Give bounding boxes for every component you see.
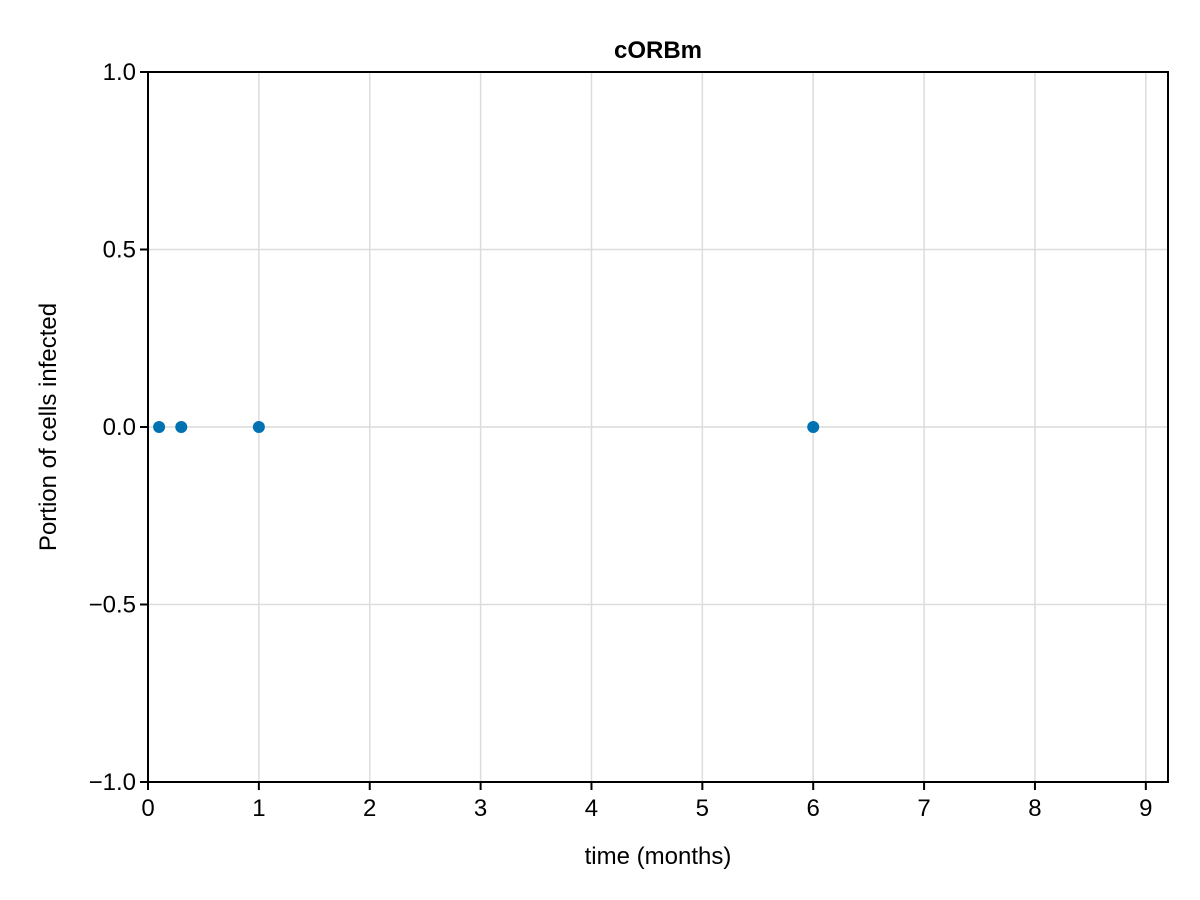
x-axis-label: time (months) [585,843,732,870]
x-tick-label: 1 [252,795,265,822]
x-tick-label: 3 [474,795,487,822]
x-tick-label: 6 [807,795,820,822]
x-tick-label: 0 [141,795,154,822]
y-tick-label: 0.5 [103,237,136,264]
data-point [153,421,166,433]
y-tick-label: −1.0 [89,769,136,796]
y-tick-label: 1.0 [103,59,136,86]
x-tick-label: 9 [1139,795,1152,822]
grid-lines [147,71,1168,783]
data-points [153,421,820,433]
axis-ticks: 0 1 2 3 4 5 6 7 8 9 −1.0 −0.5 0.0 0.5 1.0 [89,59,1153,822]
x-tick-label: 8 [1028,795,1041,822]
data-point [252,421,265,433]
data-point [807,421,820,433]
x-tick-label: 2 [363,795,376,822]
data-point [175,421,188,433]
y-tick-label: 0.0 [103,414,136,441]
x-tick-label: 5 [696,795,709,822]
chart-title: cORBm [614,37,702,64]
x-tick-label: 4 [585,795,598,822]
y-tick-label: −0.5 [89,592,136,619]
y-axis-label: Portion of cells infected [35,303,62,551]
x-tick-label: 7 [917,795,930,822]
